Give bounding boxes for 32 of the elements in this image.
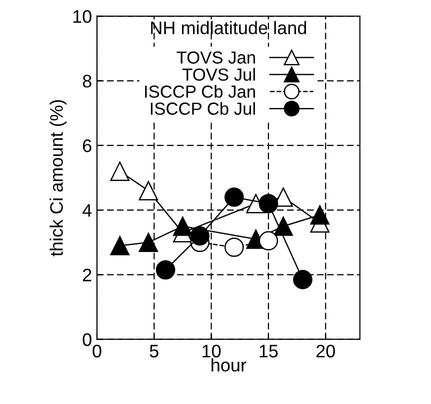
y-tick-label: 0: [82, 333, 92, 346]
chart-title: NH midlatitude land: [151, 21, 306, 34]
y-tick-label: 2: [82, 268, 92, 282]
point: [138, 181, 158, 200]
x-tick-label: 10: [202, 344, 221, 358]
x-tick-label: 15: [260, 344, 278, 358]
point: [173, 216, 192, 236]
y-tick-label: 8: [82, 74, 92, 88]
y-tick-label: 4: [82, 204, 92, 217]
point: [110, 162, 130, 181]
point: [274, 216, 293, 236]
point: [224, 188, 244, 207]
point: [156, 260, 176, 280]
legend-label: ISCCP Cb Jan: [145, 85, 255, 98]
legend-label: TOVS Jul: [182, 68, 255, 81]
point: [293, 270, 312, 290]
point: [224, 238, 244, 257]
y-axis-title: thick Ci amount (%): [50, 100, 66, 256]
x-tick-label: 20: [316, 344, 335, 358]
point: [310, 205, 330, 225]
x-tick-label: 5: [150, 344, 158, 358]
point: [190, 226, 210, 246]
point: [258, 231, 278, 250]
point: [258, 194, 278, 214]
x-tick-label: 0: [92, 344, 102, 358]
legend-label: ISCCP Cb Jul: [150, 102, 255, 115]
point: [138, 232, 158, 252]
x-axis-title: hour: [212, 358, 246, 372]
y-tick-label: 10: [73, 10, 92, 23]
legend-label: TOVS Jan: [176, 51, 255, 64]
point: [110, 236, 130, 256]
y-tick-label: 6: [82, 139, 92, 152]
